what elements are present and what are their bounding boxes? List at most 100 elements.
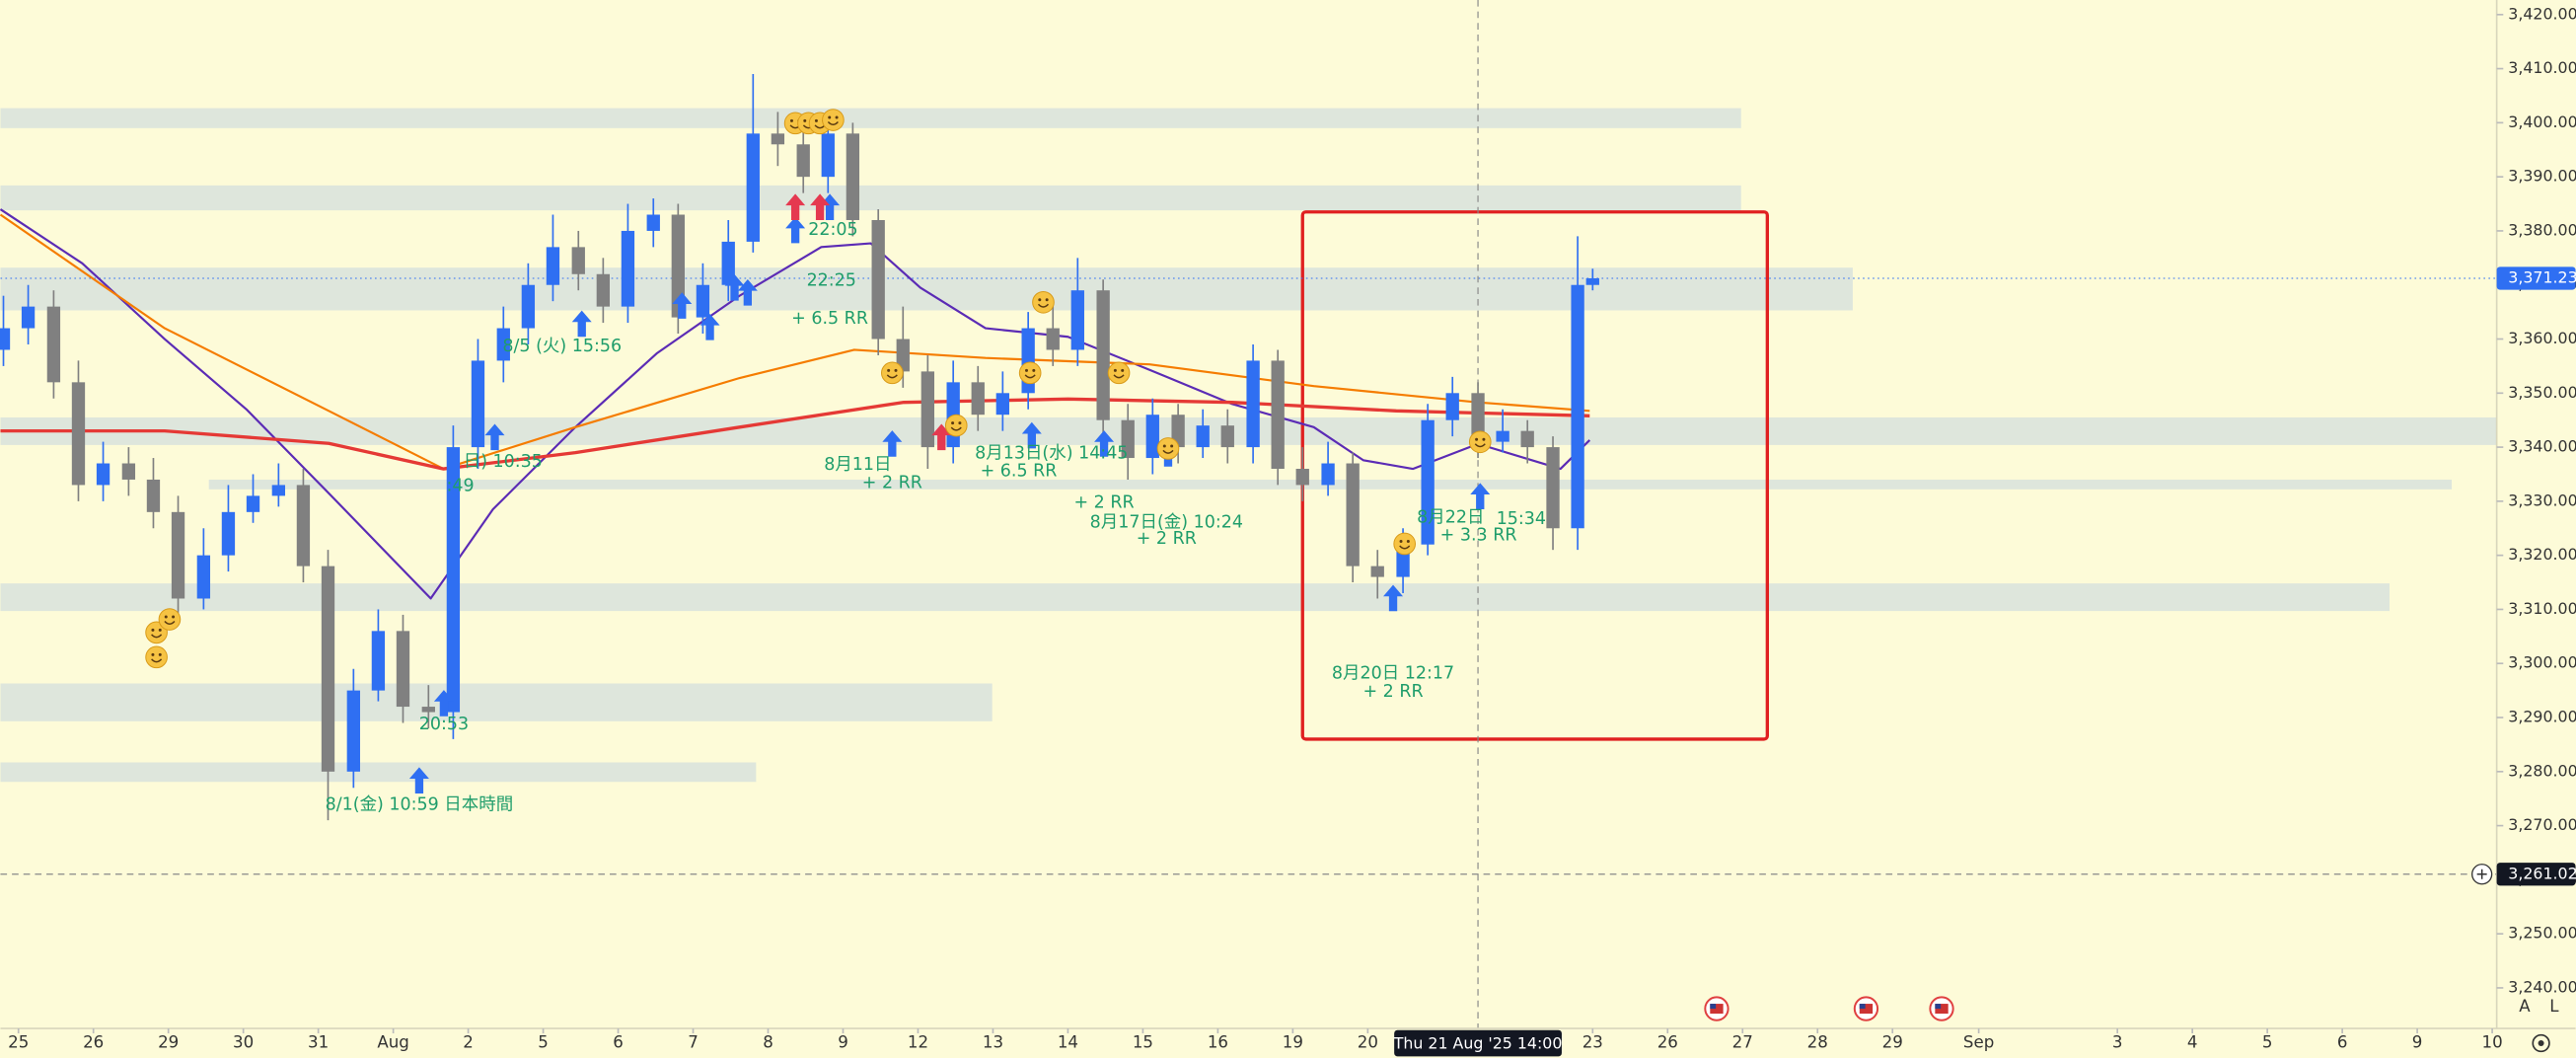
event-flag — [1935, 1004, 1949, 1015]
x-tick-label: 7 — [688, 1033, 699, 1052]
candle-body — [346, 690, 360, 772]
candle-body — [1220, 425, 1234, 448]
candle-body — [546, 247, 560, 285]
last-price-badge — [2496, 266, 2576, 290]
candle-body — [96, 463, 110, 486]
signal-arrow — [1094, 430, 1115, 457]
settings-button[interactable] — [2532, 1033, 2550, 1053]
candle-body — [746, 133, 760, 242]
time-axis-panel — [0, 1028, 2576, 1058]
y-tick-label: 3,390.000 — [2508, 167, 2576, 186]
annotation: 8月13日(水) 14:45 — [975, 443, 1128, 463]
candle-body — [671, 214, 685, 318]
candle-body — [1370, 566, 1384, 577]
candle-body — [321, 566, 335, 772]
candle-body — [1571, 284, 1584, 529]
candle-body — [471, 360, 485, 448]
candle-body — [371, 631, 386, 691]
event-flag — [1859, 1004, 1874, 1015]
x-tick-label: 19 — [1283, 1033, 1303, 1052]
event-flag — [1710, 1004, 1724, 1015]
emoji-eye — [1045, 298, 1049, 302]
emoji-mouth — [1399, 545, 1411, 550]
y-tick-label: 3,320.000 — [2508, 545, 2576, 564]
zone — [0, 185, 1741, 211]
moving-average-line — [0, 208, 1591, 600]
emoji-mouth — [950, 426, 962, 431]
emoji-face — [881, 361, 904, 385]
auto-scale-button[interactable]: A — [2519, 997, 2531, 1016]
zone — [0, 762, 757, 783]
emoji-face — [158, 608, 182, 631]
emoji-mouth — [1162, 449, 1174, 454]
x-tick-label: 31 — [308, 1033, 329, 1052]
y-tick-label: 3,270.000 — [2508, 815, 2576, 834]
x-tick-label: 20 — [1358, 1033, 1378, 1052]
x-tick-label: 9 — [838, 1033, 848, 1052]
crosshair-price-badge — [2496, 863, 2576, 886]
annotation: 日) 10:35 — [464, 452, 543, 472]
moving-average-line — [0, 213, 1590, 471]
annotations: 8/1(金) 10:59 日本時間 20:53 日) 10:35:49 8/5 (火)… — [326, 220, 1546, 815]
emoji-face — [944, 414, 968, 437]
candle-body — [721, 241, 735, 285]
y-tick-label: 3,240.000 — [2508, 977, 2576, 996]
zone — [0, 683, 993, 721]
candle-body — [396, 631, 410, 708]
x-tick-label: 26 — [83, 1033, 104, 1052]
candle-body — [296, 485, 311, 567]
zone — [0, 267, 1853, 311]
zones — [0, 0, 2497, 1029]
x-tick-label: 23 — [1582, 1033, 1603, 1052]
x-tick-label: Aug — [377, 1033, 408, 1052]
y-tick-label: 3,400.000 — [2508, 113, 2576, 131]
candle-body — [1321, 463, 1335, 486]
annotation: 20:53 — [419, 715, 469, 734]
candle-body — [146, 479, 161, 512]
candle-body — [21, 306, 36, 329]
y-tick-label: 3,330.000 — [2508, 491, 2576, 509]
signal-arrow — [408, 767, 429, 794]
candle-body — [71, 382, 86, 486]
candle-body — [571, 247, 585, 274]
crosshair-time-badge — [1394, 1029, 1562, 1057]
annotation: + 6.5 RR — [981, 462, 1058, 482]
candle-body — [596, 273, 611, 307]
emoji-eye — [1475, 437, 1479, 441]
signal-arrow — [433, 690, 454, 717]
x-tick-label: 29 — [1882, 1033, 1903, 1052]
settings-button-core — [2538, 1040, 2544, 1047]
candle-body — [496, 328, 510, 361]
emoji-eye — [1399, 539, 1403, 543]
annotation: + 2 RR — [1073, 492, 1134, 512]
signal-arrow — [1021, 421, 1042, 449]
emoji-face — [1107, 361, 1131, 385]
emoji-face — [1032, 290, 1055, 314]
x-tick-label: 30 — [233, 1033, 254, 1052]
candle-body — [646, 214, 660, 231]
x-tick-label: 26 — [1657, 1033, 1678, 1052]
candle-body — [446, 447, 461, 713]
x-tick-label: 6 — [613, 1033, 624, 1052]
y-tick-label: 3,360.000 — [2508, 329, 2576, 347]
candle-body — [1520, 430, 1534, 448]
annotation: 22:25 — [807, 271, 856, 291]
signal-arrow — [724, 273, 745, 301]
emoji-face — [1468, 430, 1492, 454]
emoji-eye — [828, 115, 832, 119]
event-flag-canton — [1710, 1004, 1717, 1010]
emoji-eye — [1406, 539, 1410, 543]
emoji-eye — [951, 421, 955, 425]
log-scale-button[interactable]: L — [2549, 997, 2559, 1016]
y-tick-label: 3,420.000 — [2508, 4, 2576, 23]
candle-body — [1121, 419, 1135, 459]
candle-body — [1445, 393, 1459, 420]
annotation: + 2 RR — [862, 473, 922, 492]
candle-body — [971, 382, 985, 416]
emoji-eye — [789, 118, 793, 122]
candle-body — [1246, 360, 1260, 448]
candle-body — [421, 707, 435, 713]
candle-body — [1421, 419, 1435, 545]
signal-arrow — [810, 193, 831, 221]
emoji-eye — [151, 628, 155, 632]
